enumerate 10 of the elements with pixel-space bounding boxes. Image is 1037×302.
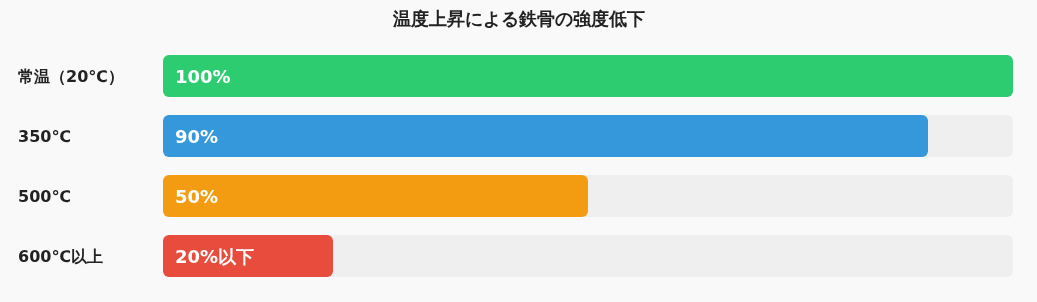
y-tick-label: 350℃ [18, 127, 71, 146]
chart-title: 温度上昇による鉄骨の強度低下 [391, 8, 645, 29]
bar [163, 235, 333, 277]
y-tick-label: 600℃以上 [18, 247, 103, 266]
data-label: 50% [175, 186, 219, 207]
data-label: 90% [175, 126, 219, 147]
y-tick-label: 常温（20℃） [18, 67, 124, 86]
data-label: 20%以下 [175, 246, 255, 267]
y-tick-label: 500℃ [18, 187, 71, 206]
data-label: 100% [175, 66, 231, 87]
